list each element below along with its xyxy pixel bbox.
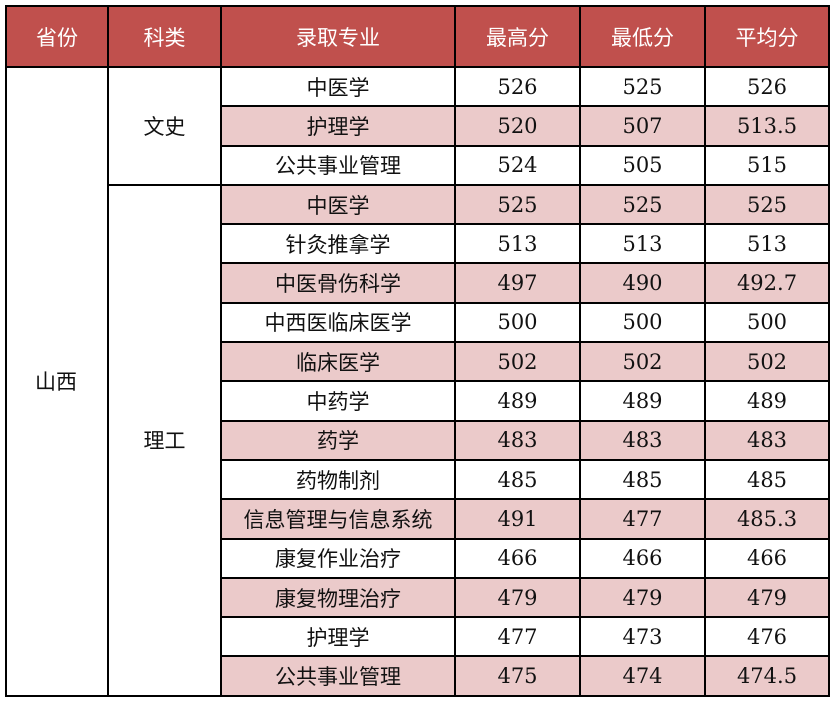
- table-row: 中医骨伤科学 497 490 492.7: [6, 262, 830, 304]
- major-cell: 公共事业管理: [220, 655, 456, 697]
- avg-score-cell: 502: [704, 341, 830, 383]
- major-cell: 护理学: [220, 105, 456, 147]
- table-row: 理工 中医学 525 525 525: [6, 183, 830, 697]
- min-score-cell: 507: [579, 105, 706, 147]
- avg-score-cell: 485.3: [704, 498, 830, 540]
- min-score-cell: 474: [579, 655, 706, 697]
- max-score-cell: 502: [454, 341, 581, 383]
- table-row: 公共事业管理 524 505 515: [6, 144, 830, 186]
- max-score-cell: 524: [454, 144, 581, 186]
- min-score-cell: 477: [579, 498, 706, 540]
- column-header: 省份: [5, 5, 109, 68]
- major-cell: 康复物理治疗: [220, 576, 456, 619]
- max-score-cell: 479: [454, 576, 581, 619]
- max-score-cell: 525: [454, 183, 581, 226]
- table-row: 药物制剂 485 485 485: [6, 458, 830, 501]
- table-row: 护理学 520 507 513.5: [6, 105, 830, 147]
- major-cell: 中西医临床医学: [220, 301, 456, 344]
- major-cell: 中医学: [220, 65, 456, 108]
- major-cell: 公共事业管理: [220, 144, 456, 186]
- major-cell: 药物制剂: [220, 458, 456, 501]
- major-cell: 护理学: [220, 616, 456, 658]
- major-cell: 药学: [220, 419, 456, 461]
- min-score-cell: 490: [579, 262, 706, 304]
- category-cell: 理工: [107, 183, 222, 697]
- avg-score-cell: 474.5: [704, 655, 830, 697]
- min-score-cell: 525: [579, 183, 706, 226]
- max-score-cell: 466: [454, 537, 581, 579]
- major-cell: 针灸推拿学: [220, 223, 456, 265]
- header-row: 省份 科类 录取专业 最高分 最低分 平均分: [5, 5, 830, 68]
- avg-score-cell: 489: [704, 380, 830, 422]
- column-header: 最低分: [579, 5, 706, 68]
- province-cell: 山西: [5, 66, 109, 697]
- avg-score-cell: 492.7: [704, 262, 830, 304]
- avg-score-cell: 525: [704, 183, 830, 226]
- max-score-cell: 475: [454, 655, 581, 697]
- admission-scores-table: 省份 科类 录取专业 最高分 最低分 平均分 山西 文史 中医学 526 525 526 护理学 520…: [5, 5, 830, 697]
- major-cell: 中医学: [220, 183, 456, 226]
- table-row: 针灸推拿学 513 513 513: [6, 223, 830, 265]
- min-score-cell: 505: [579, 144, 706, 186]
- category-cell: 文史: [107, 66, 222, 186]
- min-score-cell: 502: [579, 341, 706, 383]
- max-score-cell: 489: [454, 380, 581, 422]
- min-score-cell: 485: [579, 458, 706, 501]
- major-cell: 康复作业治疗: [220, 537, 456, 579]
- min-score-cell: 525: [579, 65, 706, 108]
- major-cell: 中药学: [220, 380, 456, 422]
- major-cell: 信息管理与信息系统: [220, 498, 456, 540]
- min-score-cell: 513: [579, 223, 706, 265]
- avg-score-cell: 500: [704, 301, 830, 344]
- column-header: 录取专业: [220, 5, 456, 68]
- column-header: 平均分: [704, 5, 830, 68]
- avg-score-cell: 466: [704, 537, 830, 579]
- max-score-cell: 483: [454, 419, 581, 461]
- min-score-cell: 473: [579, 616, 706, 658]
- avg-score-cell: 515: [704, 144, 830, 186]
- max-score-cell: 477: [454, 616, 581, 658]
- table-row: 临床医学 502 502 502: [6, 341, 830, 383]
- table-row: 中西医临床医学 500 500 500: [6, 301, 830, 344]
- table-row: 康复作业治疗 466 466 466: [6, 537, 830, 579]
- avg-score-cell: 513: [704, 223, 830, 265]
- table-row: 公共事业管理 475 474 474.5: [6, 655, 830, 697]
- avg-score-cell: 479: [704, 576, 830, 619]
- max-score-cell: 485: [454, 458, 581, 501]
- table-row: 药学 483 483 483: [6, 419, 830, 461]
- min-score-cell: 483: [579, 419, 706, 461]
- min-score-cell: 479: [579, 576, 706, 619]
- max-score-cell: 497: [454, 262, 581, 304]
- table-row: 山西 文史 中医学 526 525 526: [5, 65, 830, 697]
- max-score-cell: 513: [454, 223, 581, 265]
- min-score-cell: 466: [579, 537, 706, 579]
- min-score-cell: 500: [579, 301, 706, 344]
- avg-score-cell: 483: [704, 419, 830, 461]
- table-row: 护理学 477 473 476: [6, 616, 830, 658]
- major-cell: 临床医学: [220, 341, 456, 383]
- column-header: 科类: [107, 5, 222, 68]
- avg-score-cell: 513.5: [704, 105, 830, 147]
- major-cell: 中医骨伤科学: [220, 262, 456, 304]
- table-row: 中药学 489 489 489: [6, 380, 830, 422]
- avg-score-cell: 526: [704, 65, 830, 108]
- min-score-cell: 489: [579, 380, 706, 422]
- table-row: 信息管理与信息系统 491 477 485.3: [6, 498, 830, 540]
- max-score-cell: 526: [454, 65, 581, 108]
- column-header: 最高分: [454, 5, 581, 68]
- table-row: 康复物理治疗 479 479 479: [6, 576, 830, 619]
- avg-score-cell: 476: [704, 616, 830, 658]
- max-score-cell: 491: [454, 498, 581, 540]
- max-score-cell: 500: [454, 301, 581, 344]
- max-score-cell: 520: [454, 105, 581, 147]
- avg-score-cell: 485: [704, 458, 830, 501]
